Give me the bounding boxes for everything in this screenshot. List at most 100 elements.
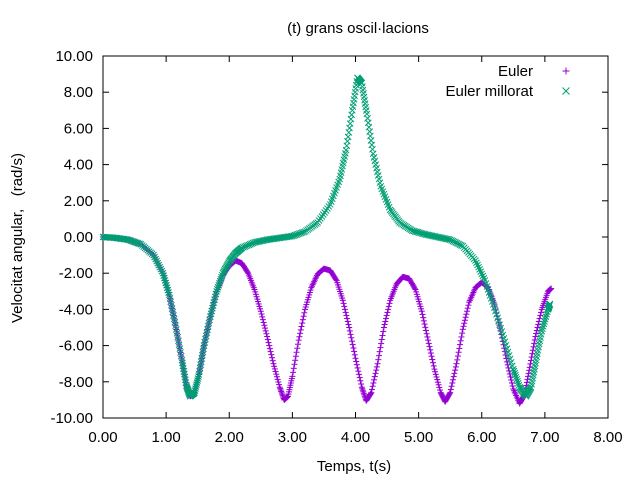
data-point [434, 376, 441, 383]
y-tick-label: 6.00 [64, 120, 93, 137]
data-point [513, 375, 521, 383]
data-point [192, 383, 200, 390]
x-tick-label: 5.00 [404, 429, 433, 446]
legend-marker [562, 87, 570, 95]
y-tick-label: 0.00 [64, 229, 93, 246]
data-point [159, 269, 167, 277]
data-point [476, 266, 483, 273]
data-point [378, 336, 385, 343]
data-point [293, 349, 300, 356]
data-point [345, 321, 352, 328]
data-point [480, 274, 488, 282]
data-point [273, 371, 280, 378]
data-point [452, 363, 459, 370]
series-euler-millorat [99, 74, 554, 400]
data-point [290, 369, 297, 376]
data-point [430, 359, 437, 366]
data-point [354, 364, 361, 371]
data-point [344, 315, 351, 322]
chart-title: (t) grans oscil·lacions [287, 20, 429, 37]
legend-label: Euler millorat [445, 83, 533, 100]
data-point [163, 281, 170, 289]
data-point [263, 330, 270, 337]
data-point [458, 333, 465, 340]
data-point [420, 314, 427, 321]
data-point [533, 330, 540, 337]
data-point [525, 373, 532, 380]
x-tick-label: 7.00 [530, 429, 559, 446]
data-point [542, 313, 550, 320]
data-point [511, 369, 519, 377]
data-point [464, 308, 471, 315]
data-point [419, 311, 426, 318]
data-point [216, 279, 223, 287]
data-point [264, 336, 271, 343]
data-point [341, 306, 348, 313]
data-point [427, 346, 434, 353]
x-axis-label: Temps, t(s) [317, 458, 391, 475]
data-point [218, 273, 225, 281]
data-point [422, 327, 429, 334]
data-point [299, 320, 306, 327]
data-point [384, 309, 391, 316]
data-point [268, 351, 275, 358]
data-point [504, 358, 510, 365]
data-point [299, 316, 306, 323]
data-point [163, 284, 171, 292]
data-point [367, 390, 374, 397]
data-point [372, 370, 379, 377]
data-point [531, 336, 538, 343]
data-point [423, 330, 430, 337]
data-point [460, 323, 467, 330]
data-point [342, 309, 349, 316]
data-point [155, 261, 163, 269]
x-tick-label: 8.00 [593, 429, 622, 446]
data-point [193, 379, 201, 386]
data-point [269, 357, 276, 364]
data-point [194, 375, 202, 382]
data-point [292, 357, 299, 364]
data-point [532, 333, 539, 340]
data-point [449, 376, 456, 383]
data-point [375, 356, 382, 363]
data-point [162, 279, 170, 287]
data-point [459, 326, 466, 333]
data-point [464, 305, 471, 312]
data-point [266, 342, 273, 349]
data-point [273, 373, 280, 380]
data-point [213, 287, 220, 295]
data-point [294, 345, 301, 352]
data-point [533, 327, 540, 334]
data-point [298, 323, 305, 330]
data-point [340, 300, 347, 307]
data-point [191, 389, 198, 397]
data-point [454, 353, 461, 360]
data-point [526, 364, 533, 371]
data-point [525, 370, 532, 377]
data-point [463, 311, 470, 318]
x-tick-label: 3.00 [278, 429, 307, 446]
data-point [343, 312, 350, 319]
data-point [292, 353, 299, 360]
data-point [348, 338, 355, 345]
data-point [374, 360, 381, 367]
legend-marker [562, 67, 570, 75]
data-point [382, 318, 389, 325]
data-point [296, 333, 303, 340]
y-tick-label: 2.00 [64, 193, 93, 210]
data-point [509, 383, 516, 390]
data-point [432, 368, 439, 375]
data-point [514, 377, 521, 385]
y-tick-label: -4.00 [59, 301, 93, 318]
data-point [356, 371, 363, 378]
data-point [434, 379, 441, 386]
data-point [217, 275, 225, 283]
data-point [512, 373, 520, 381]
data-point [379, 332, 386, 339]
data-point [373, 367, 380, 374]
data-point [431, 366, 438, 373]
data-point [289, 373, 296, 380]
data-point [270, 360, 277, 367]
y-tick-label: -8.00 [59, 374, 93, 391]
data-point [353, 361, 360, 368]
